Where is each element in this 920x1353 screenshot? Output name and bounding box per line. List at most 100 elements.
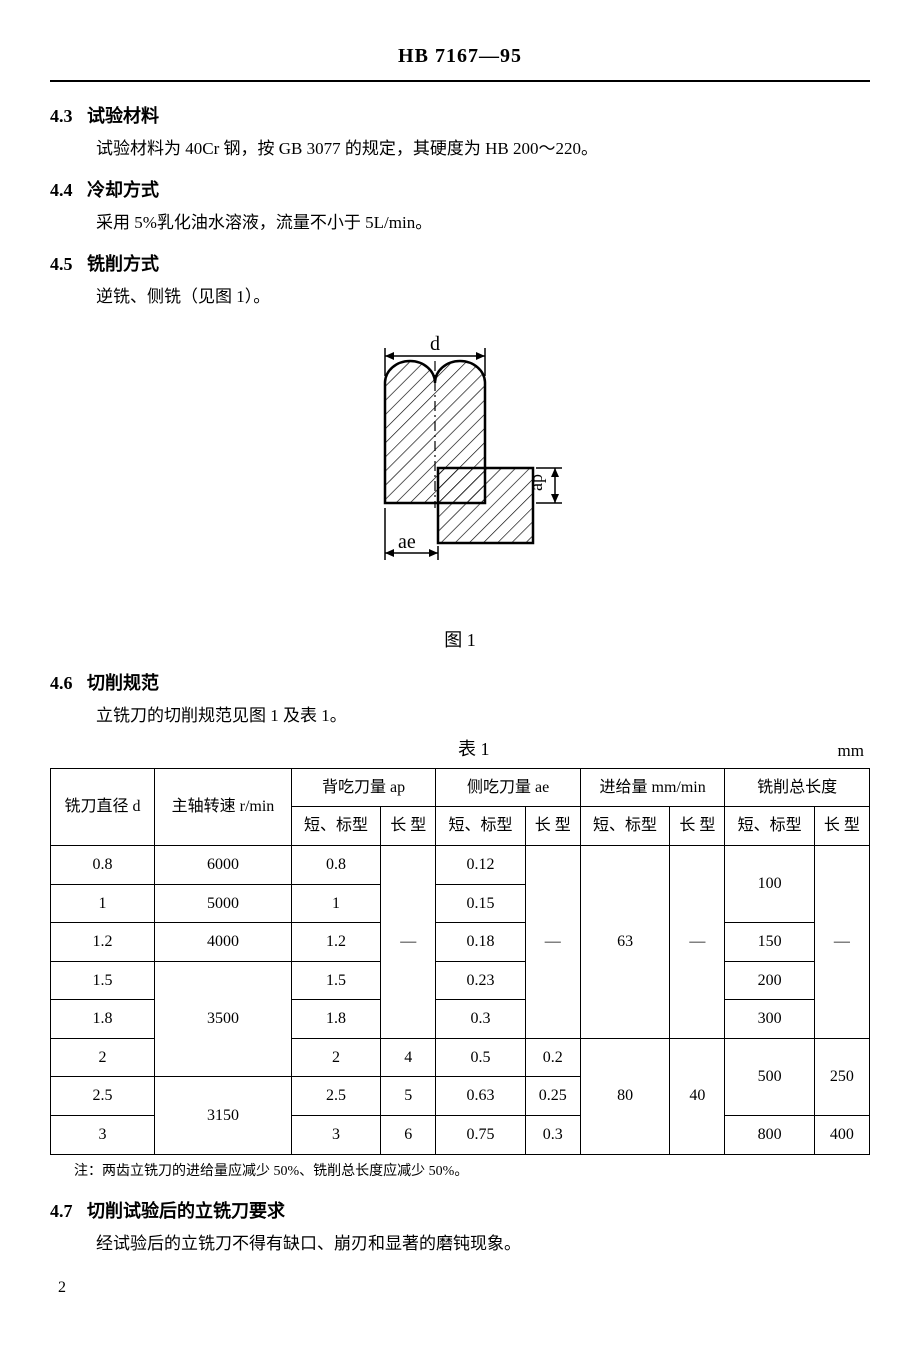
section-number: 4.7 [50, 1197, 73, 1226]
cell-f-s: 63 [580, 845, 669, 1038]
cell-len-l: 400 [814, 1116, 869, 1155]
table-unit: mm [838, 737, 864, 764]
dim-ap-label: ap [526, 474, 546, 491]
cell-ae-s: 0.15 [436, 884, 525, 923]
th-len-group: 铣削总长度 [725, 768, 870, 807]
section-title: 切削规范 [87, 673, 159, 693]
cell-ap-s: 0.8 [291, 845, 380, 884]
cell-ae-l: 0.25 [525, 1077, 580, 1116]
th-ap-short: 短、标型 [291, 807, 380, 846]
cell-d: 0.8 [51, 845, 155, 884]
cell-d: 1.5 [51, 961, 155, 1000]
figure-1-diagram: d ae ap [50, 328, 870, 596]
th-ae-group: 侧吃刀量 ae [436, 768, 581, 807]
cell-ap-s: 1.2 [291, 923, 380, 962]
cell-ae-l: — [525, 845, 580, 1038]
th-ae-short: 短、标型 [436, 807, 525, 846]
cell-ap-s: 2 [291, 1038, 380, 1077]
cell-ae-s: 0.3 [436, 1000, 525, 1039]
cell-len-l: — [814, 845, 869, 1038]
cell-speed: 3500 [155, 961, 292, 1077]
cell-speed: 5000 [155, 884, 292, 923]
cell-ap-s: 1.8 [291, 1000, 380, 1039]
dim-d-label: d [430, 333, 440, 355]
cell-d: 3 [51, 1116, 155, 1155]
th-diameter: 铣刀直径 d [51, 768, 155, 845]
section-4-6-body: 立铣刀的切削规范见图 1 及表 1。 [96, 702, 870, 729]
milling-diagram-svg: d ae ap [330, 328, 590, 588]
th-speed: 主轴转速 r/min [155, 768, 292, 845]
th-feed-short: 短、标型 [580, 807, 669, 846]
cell-ae-s: 0.12 [436, 845, 525, 884]
cell-f-s: 80 [580, 1038, 669, 1154]
th-ae-long: 长 型 [525, 807, 580, 846]
page-number: 2 [58, 1275, 870, 1301]
table-row: 1.5 3500 1.5 0.23 200 [51, 961, 870, 1000]
cell-len-s: 200 [725, 961, 814, 1000]
cell-len-s: 150 [725, 923, 814, 962]
cell-ae-s: 0.63 [436, 1077, 525, 1116]
cell-ap-l: 5 [381, 1077, 436, 1116]
cell-ae-s: 0.23 [436, 961, 525, 1000]
figure-1-caption: 图 1 [50, 626, 870, 655]
table-row: 1.2 4000 1.2 0.18 150 [51, 923, 870, 962]
section-4-3-heading: 4.3 试验材料 [50, 102, 870, 131]
cell-d: 2.5 [51, 1077, 155, 1116]
th-ap-long: 长 型 [381, 807, 436, 846]
cell-ap-l: — [381, 845, 436, 1038]
cell-f-l: 40 [670, 1038, 725, 1154]
cell-len-s: 800 [725, 1116, 814, 1155]
cell-d: 2 [51, 1038, 155, 1077]
section-4-5-heading: 4.5 铣削方式 [50, 250, 870, 279]
cell-d: 1.2 [51, 923, 155, 962]
standard-code-header: HB 7167—95 [50, 40, 870, 82]
cell-ap-s: 1.5 [291, 961, 380, 1000]
section-4-6-heading: 4.6 切削规范 [50, 669, 870, 698]
th-len-long: 长 型 [814, 807, 869, 846]
th-feed-long: 长 型 [670, 807, 725, 846]
cutting-spec-table: 铣刀直径 d 主轴转速 r/min 背吃刀量 ap 侧吃刀量 ae 进给量 mm… [50, 768, 870, 1155]
cell-ae-s: 0.5 [436, 1038, 525, 1077]
table-1-caption: 表 1 [110, 735, 838, 764]
cell-ap-s: 2.5 [291, 1077, 380, 1116]
cell-len-s: 100 [725, 845, 814, 922]
section-number: 4.6 [50, 669, 73, 698]
section-4-7-heading: 4.7 切削试验后的立铣刀要求 [50, 1197, 870, 1226]
table-note: 注：两齿立铣刀的进给量应减少 50%、铣削总长度应减少 50%。 [74, 1161, 870, 1183]
th-ap-group: 背吃刀量 ap [291, 768, 436, 807]
section-4-7-body: 经试验后的立铣刀不得有缺口、崩刃和显著的磨钝现象。 [96, 1230, 870, 1257]
cell-ap-s: 3 [291, 1116, 380, 1155]
cell-speed: 4000 [155, 923, 292, 962]
section-4-4-heading: 4.4 冷却方式 [50, 176, 870, 205]
cell-len-s: 500 [725, 1038, 814, 1115]
dim-ae-label: ae [398, 531, 416, 553]
section-number: 4.5 [50, 250, 73, 279]
cell-len-s: 300 [725, 1000, 814, 1039]
section-title: 铣削方式 [87, 254, 159, 274]
cell-ae-l: 0.3 [525, 1116, 580, 1155]
table-row: 0.8 6000 0.8 — 0.12 — 63 — 100 — [51, 845, 870, 884]
section-title: 试验材料 [87, 106, 159, 126]
section-4-3-body: 试验材料为 40Cr 钢，按 GB 3077 的规定，其硬度为 HB 200～2… [96, 135, 870, 162]
cell-ae-s: 0.18 [436, 923, 525, 962]
cell-speed: 6000 [155, 845, 292, 884]
section-4-4-body: 采用 5%乳化油水溶液，流量不小于 5L/min。 [96, 209, 870, 236]
cell-d: 1.8 [51, 1000, 155, 1039]
cell-ap-l: 6 [381, 1116, 436, 1155]
section-title: 切削试验后的立铣刀要求 [87, 1201, 285, 1221]
th-len-short: 短、标型 [725, 807, 814, 846]
cell-ap-l: 4 [381, 1038, 436, 1077]
section-number: 4.4 [50, 176, 73, 205]
cell-ap-s: 1 [291, 884, 380, 923]
table-caption-row: 表 1 mm [50, 735, 870, 764]
section-title: 冷却方式 [87, 180, 159, 200]
cell-ae-l: 0.2 [525, 1038, 580, 1077]
cell-f-l: — [670, 845, 725, 1038]
section-4-5-body: 逆铣、侧铣（见图 1）。 [96, 283, 870, 310]
cell-len-l: 250 [814, 1038, 869, 1115]
th-feed-group: 进给量 mm/min [580, 768, 725, 807]
section-number: 4.3 [50, 102, 73, 131]
cell-speed: 3150 [155, 1077, 292, 1154]
cell-d: 1 [51, 884, 155, 923]
cell-ae-s: 0.75 [436, 1116, 525, 1155]
